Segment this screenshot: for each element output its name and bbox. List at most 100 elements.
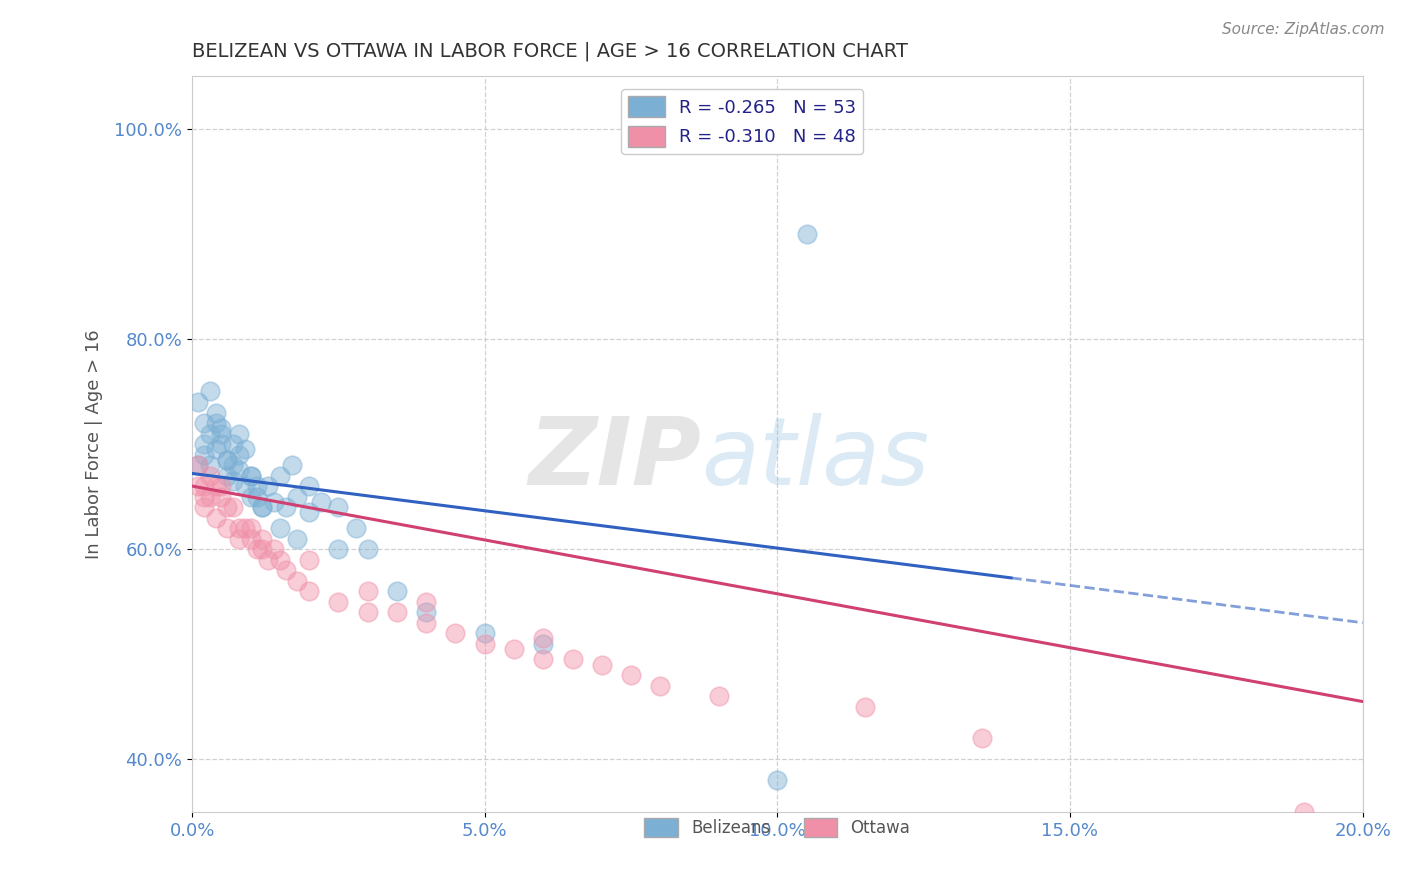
Point bbox=[222, 458, 245, 472]
Point bbox=[591, 657, 613, 672]
Point bbox=[233, 521, 256, 535]
Point bbox=[298, 505, 321, 519]
Point bbox=[444, 626, 467, 640]
Point bbox=[796, 227, 818, 241]
Point bbox=[198, 426, 221, 441]
Point bbox=[474, 626, 496, 640]
Point bbox=[252, 500, 274, 514]
Point bbox=[474, 637, 496, 651]
Point bbox=[853, 699, 876, 714]
Point bbox=[707, 690, 730, 704]
Point bbox=[650, 679, 672, 693]
Point bbox=[222, 500, 245, 514]
Text: BELIZEAN VS OTTAWA IN LABOR FORCE | AGE > 16 CORRELATION CHART: BELIZEAN VS OTTAWA IN LABOR FORCE | AGE … bbox=[193, 42, 908, 62]
Point bbox=[228, 521, 250, 535]
Point bbox=[269, 552, 291, 566]
Text: Source: ZipAtlas.com: Source: ZipAtlas.com bbox=[1222, 22, 1385, 37]
Point bbox=[531, 652, 554, 666]
Point bbox=[1292, 805, 1315, 819]
Point bbox=[274, 563, 297, 577]
Point bbox=[298, 584, 321, 599]
Point bbox=[204, 442, 226, 457]
Point bbox=[204, 416, 226, 430]
Point bbox=[222, 474, 245, 488]
Point bbox=[228, 426, 250, 441]
Point bbox=[298, 552, 321, 566]
Point bbox=[204, 510, 226, 524]
Point bbox=[193, 416, 215, 430]
Point bbox=[239, 468, 262, 483]
Point bbox=[357, 605, 380, 619]
Point bbox=[217, 452, 239, 467]
Point bbox=[245, 542, 267, 557]
Point bbox=[415, 595, 437, 609]
Point bbox=[187, 458, 209, 472]
Y-axis label: In Labor Force | Age > 16: In Labor Force | Age > 16 bbox=[86, 329, 103, 559]
Point bbox=[287, 532, 309, 546]
Point bbox=[187, 458, 209, 472]
Point bbox=[228, 463, 250, 477]
Point bbox=[239, 521, 262, 535]
Point bbox=[357, 584, 380, 599]
Point bbox=[252, 542, 274, 557]
Text: atlas: atlas bbox=[702, 413, 929, 504]
Point bbox=[217, 468, 239, 483]
Point bbox=[328, 542, 350, 557]
Point bbox=[239, 532, 262, 546]
Point bbox=[233, 442, 256, 457]
Point bbox=[257, 552, 280, 566]
Point bbox=[209, 426, 232, 441]
Point bbox=[257, 479, 280, 493]
Point bbox=[274, 500, 297, 514]
Point bbox=[561, 652, 583, 666]
Point bbox=[309, 495, 332, 509]
Point bbox=[269, 521, 291, 535]
Point bbox=[531, 637, 554, 651]
Point bbox=[193, 479, 215, 493]
Point bbox=[357, 542, 380, 557]
Point bbox=[187, 479, 209, 493]
Text: ZIP: ZIP bbox=[529, 413, 702, 505]
Point bbox=[245, 490, 267, 504]
Point bbox=[209, 421, 232, 435]
Point bbox=[217, 500, 239, 514]
Point bbox=[385, 584, 408, 599]
Point bbox=[415, 615, 437, 630]
Point bbox=[263, 542, 285, 557]
Point bbox=[209, 479, 232, 493]
Point bbox=[217, 452, 239, 467]
Point bbox=[972, 731, 994, 746]
Point bbox=[415, 605, 437, 619]
Point bbox=[269, 468, 291, 483]
Point bbox=[344, 521, 367, 535]
Point bbox=[204, 405, 226, 419]
Point bbox=[298, 479, 321, 493]
Point bbox=[245, 479, 267, 493]
Point bbox=[263, 495, 285, 509]
Point bbox=[280, 458, 302, 472]
Point bbox=[228, 532, 250, 546]
Point bbox=[193, 500, 215, 514]
Point bbox=[503, 642, 526, 657]
Point bbox=[193, 437, 215, 451]
Point bbox=[766, 773, 789, 788]
Point bbox=[531, 632, 554, 646]
Legend: Belizeans, Ottawa: Belizeans, Ottawa bbox=[638, 812, 917, 844]
Point bbox=[328, 595, 350, 609]
Point bbox=[252, 532, 274, 546]
Point bbox=[198, 468, 221, 483]
Point bbox=[187, 395, 209, 409]
Point bbox=[228, 448, 250, 462]
Point bbox=[193, 490, 215, 504]
Point bbox=[385, 605, 408, 619]
Point bbox=[209, 490, 232, 504]
Point bbox=[233, 479, 256, 493]
Point bbox=[620, 668, 643, 682]
Point bbox=[193, 448, 215, 462]
Point bbox=[198, 384, 221, 399]
Point bbox=[217, 521, 239, 535]
Point bbox=[222, 437, 245, 451]
Point bbox=[252, 500, 274, 514]
Point bbox=[239, 490, 262, 504]
Point bbox=[287, 490, 309, 504]
